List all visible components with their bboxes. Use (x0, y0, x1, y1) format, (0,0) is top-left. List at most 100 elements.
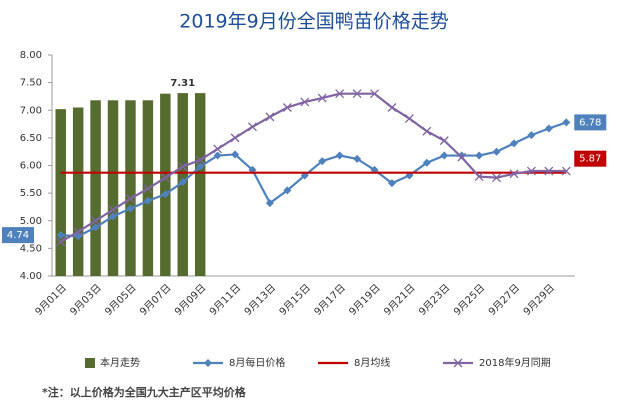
y-tick-label: 8.00 (20, 50, 42, 61)
marker (404, 114, 414, 123)
bar (55, 109, 66, 277)
marker (544, 166, 554, 176)
value-label-box (2, 227, 34, 244)
bar (90, 100, 101, 277)
marker (265, 199, 274, 208)
marker (143, 184, 153, 194)
marker (527, 131, 536, 140)
legend-swatch (85, 358, 95, 368)
marker (318, 157, 327, 166)
marker (213, 151, 222, 160)
x-tick-label: 9月13日 (242, 282, 278, 318)
x-tick-label: 9月07日 (137, 282, 173, 318)
value-label: 4.74 (7, 230, 29, 241)
marker (440, 151, 449, 160)
marker (353, 154, 362, 163)
y-tick-label: 6.50 (20, 133, 42, 144)
marker (457, 151, 466, 160)
footnote: *注：以上价格为全国九大主产区平均价格 (42, 385, 247, 399)
marker (317, 93, 327, 103)
marker (213, 144, 223, 154)
value-label: 6.78 (579, 117, 601, 128)
x-tick-label: 9月05日 (103, 282, 139, 318)
marker (126, 204, 135, 213)
legend-marker (204, 359, 212, 367)
marker (283, 186, 292, 195)
marker (248, 122, 257, 132)
legend-label: 本月走势 (100, 356, 140, 369)
marker (422, 158, 431, 167)
legend-marker (453, 358, 463, 368)
x-tick-label: 9月15日 (277, 282, 313, 318)
marker (161, 190, 170, 199)
marker (561, 166, 571, 176)
marker (370, 89, 379, 99)
marker (265, 112, 275, 122)
marker (125, 194, 135, 204)
marker (282, 103, 292, 112)
x-tick-label: 9月21日 (381, 282, 417, 318)
marker (509, 169, 519, 179)
marker (474, 172, 484, 182)
bar (125, 100, 136, 277)
marker (91, 216, 101, 226)
marker (335, 151, 344, 160)
y-tick-label: 5.50 (20, 188, 42, 199)
chart-title: 2019年9月份全国鸭苗价格走势 (179, 11, 448, 33)
legend-label: 8月均线 (354, 356, 390, 369)
marker (196, 162, 205, 171)
marker (562, 118, 571, 127)
marker (91, 223, 100, 232)
marker (422, 126, 432, 136)
marker (492, 173, 502, 183)
marker (231, 150, 240, 159)
value-label-box (574, 150, 607, 167)
marker (492, 147, 501, 156)
x-tick-label: 9月29日 (521, 282, 557, 318)
marker (109, 212, 118, 221)
marker (195, 155, 205, 165)
y-tick-label: 7.00 (20, 105, 42, 116)
marker (387, 103, 397, 112)
y-tick-label: 4.50 (20, 243, 42, 254)
marker (56, 231, 65, 240)
marker (544, 124, 553, 133)
x-tick-label: 9月27日 (486, 282, 522, 318)
marker (108, 205, 118, 215)
x-tick-label: 9月11日 (207, 282, 243, 318)
x-tick-label: 9月03日 (68, 282, 104, 318)
bar (107, 100, 119, 277)
x-tick-label: 9月17日 (312, 282, 348, 318)
marker (457, 152, 467, 162)
legend-label: 8月每日价格 (229, 356, 285, 369)
y-tick-label: 5.00 (20, 216, 42, 227)
y-tick-label: 7.50 (20, 78, 42, 89)
marker (178, 162, 188, 172)
marker (509, 139, 518, 148)
marker (352, 89, 362, 99)
x-tick-label: 9月09日 (172, 282, 208, 318)
marker (475, 151, 484, 160)
legend-label: 2018年9月同期 (479, 356, 551, 369)
x-tick-label: 9月23日 (416, 282, 452, 318)
bar (160, 93, 171, 276)
bar (194, 93, 206, 276)
value-label: 7.31 (170, 78, 195, 89)
y-tick-label: 6.00 (20, 161, 42, 172)
marker (526, 166, 536, 176)
y-tick-label: 4.00 (20, 271, 42, 282)
marker (335, 89, 345, 99)
marker (439, 136, 449, 146)
marker (387, 179, 396, 188)
line (60, 92, 567, 243)
value-label-box (574, 114, 607, 131)
line (60, 121, 567, 238)
marker (56, 237, 66, 247)
marker (143, 196, 152, 205)
x-tick-label: 9月25日 (451, 282, 487, 318)
marker (300, 97, 310, 107)
marker (178, 178, 187, 187)
marker (160, 173, 170, 183)
x-tick-label: 9月19日 (347, 282, 383, 318)
